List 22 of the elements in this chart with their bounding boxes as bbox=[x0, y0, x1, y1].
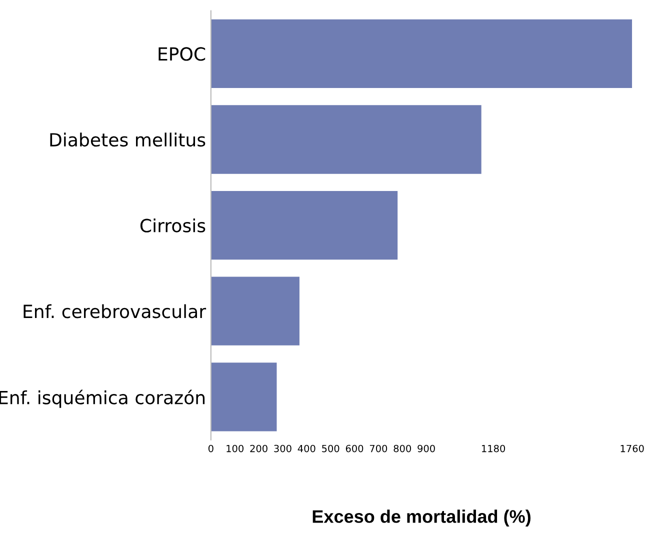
x-tick-label: 500 bbox=[322, 444, 340, 452]
x-tick-label: 800 bbox=[394, 444, 411, 452]
y-tick-label: Enf. cerebrovascular bbox=[24, 304, 206, 318]
x-tick-label: 200 bbox=[250, 444, 268, 452]
x-axis-title: Exceso de mortalidad (%) bbox=[312, 510, 530, 526]
x-tick-label: 700 bbox=[370, 444, 388, 452]
bar bbox=[210, 362, 277, 432]
x-tick-label: 400 bbox=[298, 444, 316, 452]
y-tick-label: Cirrosis bbox=[140, 218, 206, 232]
x-tick-label: 300 bbox=[274, 444, 292, 452]
x-tick-label: 600 bbox=[346, 444, 364, 452]
bar bbox=[210, 105, 482, 174]
x-tick-label: 1760 bbox=[620, 444, 644, 452]
x-tick-label: 100 bbox=[226, 444, 244, 452]
bar bbox=[210, 190, 398, 260]
bar bbox=[210, 276, 300, 346]
y-tick-label: Diabetes mellitus bbox=[50, 132, 206, 147]
x-tick-label: 1180 bbox=[482, 444, 506, 452]
x-tick-label: 900 bbox=[418, 444, 435, 452]
y-tick-label: EPOC bbox=[158, 47, 206, 61]
x-tick-label: 0 bbox=[208, 444, 214, 452]
bar bbox=[210, 19, 632, 88]
